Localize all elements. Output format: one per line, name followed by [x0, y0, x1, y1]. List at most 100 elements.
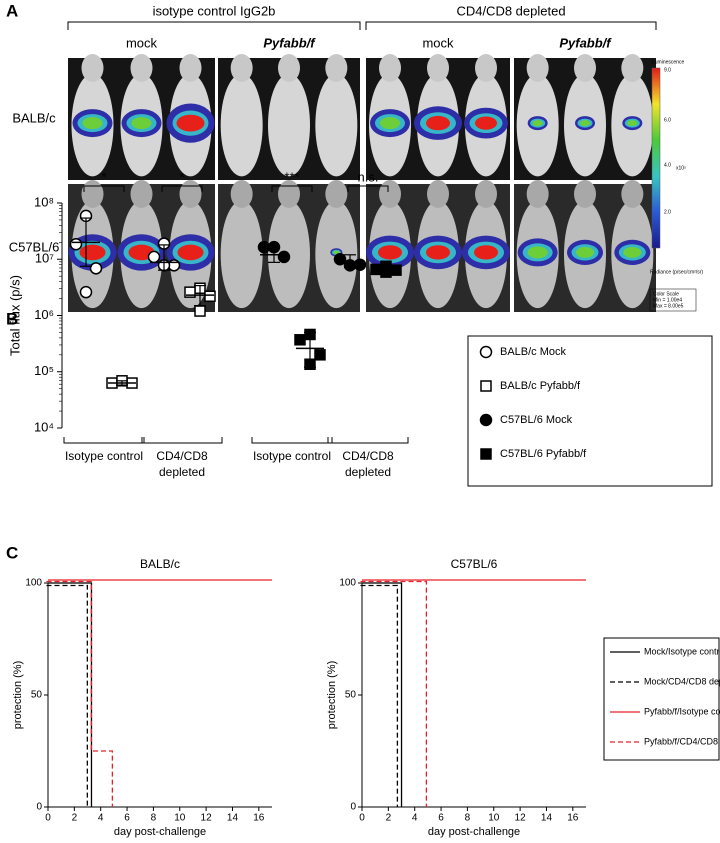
- panel-label: A: [6, 1, 18, 20]
- mouse-head: [379, 54, 401, 82]
- signal: [474, 245, 498, 260]
- mouse-head: [278, 180, 300, 208]
- data-point: [147, 250, 161, 264]
- group-bracket: [365, 21, 657, 30]
- significance-bracket: [271, 185, 313, 192]
- category-bracket: [63, 437, 145, 444]
- x-tick-label: 12: [515, 813, 527, 824]
- legend-marker: [480, 380, 492, 392]
- mouse-head: [574, 180, 596, 208]
- signal: [576, 247, 594, 258]
- legend-label: BALB/c Mock: [500, 346, 567, 358]
- mouse-head: [179, 54, 202, 82]
- signal: [333, 250, 340, 255]
- data-point: [294, 334, 306, 346]
- mouse-head: [230, 180, 253, 208]
- colorbar-tick: 9.0: [664, 67, 671, 73]
- colorbar-tick: 2.0: [664, 209, 671, 215]
- mouse: [220, 200, 263, 309]
- signal: [176, 114, 205, 132]
- data-point: [89, 262, 103, 275]
- signal: [475, 116, 497, 130]
- x-tick-label: 12: [201, 813, 213, 824]
- x-tick-label: 14: [541, 813, 553, 824]
- signal: [131, 117, 152, 130]
- mouse-head: [81, 180, 104, 208]
- survival-line: [360, 580, 428, 807]
- signal: [627, 120, 638, 127]
- category-label: CD4/CD8 depleted: [342, 449, 394, 479]
- x-tick-label: 16: [253, 813, 265, 824]
- row-label: C57BL/6: [9, 239, 60, 254]
- signal: [426, 245, 450, 260]
- panel-label: C: [6, 543, 18, 562]
- x-tick-label: 4: [412, 813, 418, 824]
- group-label: isotype control IgG2b: [153, 3, 276, 18]
- mouse-head: [574, 54, 596, 82]
- column-label: mock: [422, 35, 454, 50]
- significance-bracket: [161, 185, 203, 192]
- mouse: [268, 73, 310, 177]
- x-tick-label: 2: [386, 813, 392, 824]
- legend-label: Mock/Isotype control: [644, 646, 720, 656]
- y-tick-label: 10⁷: [35, 251, 54, 266]
- category-bracket: [327, 437, 409, 444]
- significance-label: *: [101, 169, 106, 184]
- mouse-head: [526, 54, 549, 82]
- colorbar: [651, 67, 661, 249]
- mouse-head: [130, 180, 153, 208]
- signal: [580, 120, 590, 127]
- significance-label: *: [179, 169, 184, 184]
- data-point: [79, 285, 93, 299]
- category-bracket: [141, 437, 223, 444]
- colorbar-tick: 4.0: [664, 162, 671, 168]
- category-label: Isotype control: [252, 449, 332, 463]
- group-label: CD4/CD8 depleted: [456, 3, 565, 18]
- y-axis-label: Total flux (p/s): [7, 275, 22, 356]
- survival-line: [362, 582, 403, 807]
- signal: [378, 245, 402, 260]
- data-point: [194, 305, 206, 317]
- mouse-head: [325, 180, 348, 208]
- data-point: [204, 290, 216, 302]
- x-tick-label: 8: [151, 813, 157, 824]
- colorbar-unit: x10⁵: [676, 165, 686, 171]
- y-tick-label: 0: [36, 802, 42, 813]
- row-label: BALB/c: [12, 110, 56, 125]
- mouse-head: [325, 54, 348, 82]
- mouse-head: [278, 54, 300, 82]
- y-tick-label: 50: [31, 690, 43, 701]
- mouse-head: [130, 54, 153, 82]
- mouse-head: [475, 54, 497, 82]
- signal: [527, 246, 548, 259]
- signal: [532, 120, 543, 127]
- mouse-head: [379, 180, 401, 208]
- x-tick-label: 14: [227, 813, 239, 824]
- scale-text: Color Scale: [653, 291, 679, 297]
- legend-box: [467, 335, 713, 487]
- data-point: [390, 264, 402, 276]
- signal: [177, 244, 204, 261]
- x-axis-label: day post-challenge: [428, 826, 520, 838]
- y-tick-label: 10⁶: [34, 307, 54, 322]
- x-tick-label: 4: [98, 813, 104, 824]
- x-axis-label: day post-challenge: [114, 826, 206, 838]
- y-tick-label: 0: [350, 802, 356, 813]
- legend-label: Pyfabb/f/Isotype control: [644, 706, 720, 716]
- mouse-head: [230, 54, 253, 82]
- significance-label: ***: [284, 169, 299, 184]
- chart-title: BALB/c: [140, 557, 180, 571]
- colorbar-title: Luminescence: [652, 59, 684, 65]
- column-label: mock: [126, 35, 158, 50]
- legend-label: Mock/CD4/CD8 depleted: [644, 676, 720, 686]
- colorbar-radiance: Radiance (p/sec/cm²/sr): [650, 269, 703, 275]
- scale-box: [649, 288, 697, 312]
- significance-label: n.s.: [358, 169, 379, 184]
- mouse-head: [526, 180, 549, 208]
- x-tick-label: 10: [174, 813, 186, 824]
- x-tick-label: 8: [465, 813, 471, 824]
- x-tick-label: 6: [438, 813, 444, 824]
- category-bracket: [251, 437, 333, 444]
